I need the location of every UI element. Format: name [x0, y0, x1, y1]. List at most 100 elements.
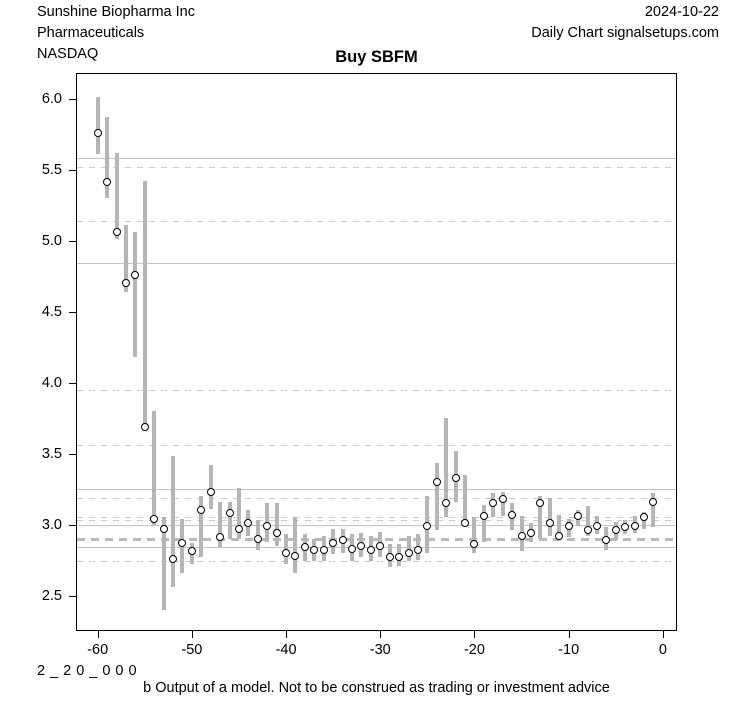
close-marker	[112, 228, 121, 237]
price-range-bar	[95, 97, 100, 154]
y-axis-tick	[69, 169, 76, 171]
close-marker	[93, 128, 102, 137]
x-axis-tick	[286, 631, 288, 638]
close-marker	[272, 529, 281, 538]
level-line-dashed	[77, 445, 676, 446]
close-marker	[517, 531, 526, 540]
price-range-bar	[208, 464, 213, 509]
level-line-dashed	[77, 166, 676, 168]
close-marker	[159, 524, 168, 533]
y-axis-tick	[69, 311, 76, 313]
x-axis-tick	[474, 631, 476, 638]
close-marker	[385, 553, 394, 562]
x-axis-tick	[97, 631, 99, 638]
level-line-dashed	[77, 389, 676, 391]
x-axis-tick-label: 0	[658, 642, 667, 658]
y-axis-tick-label: 3.5	[41, 445, 62, 462]
chart-source: Daily Chart signalsetups.com	[531, 25, 719, 41]
close-marker	[244, 519, 253, 528]
close-marker	[423, 521, 432, 530]
x-axis-tick-label: -20	[463, 642, 485, 658]
level-line-dashed	[77, 517, 676, 519]
close-marker	[282, 548, 291, 557]
price-range-bar	[227, 501, 232, 539]
close-marker	[649, 497, 658, 506]
x-axis-tick	[191, 631, 193, 638]
y-axis-tick	[69, 98, 76, 100]
level-line-solid	[77, 524, 676, 526]
close-marker	[602, 536, 611, 545]
close-marker	[592, 521, 601, 530]
footer-disclaimer: b Output of a model. Not to be construed…	[143, 680, 610, 696]
close-marker	[413, 546, 422, 555]
close-marker	[583, 526, 592, 535]
level-line-dashed	[77, 220, 676, 222]
x-axis-tick	[662, 631, 664, 638]
chart-date: 2024-10-22	[644, 4, 719, 20]
header-left: Sunshine Biopharma Inc Pharmaceuticals N…	[37, 2, 195, 65]
price-range-bar	[171, 456, 176, 587]
price-range-bar	[547, 497, 552, 536]
close-marker	[197, 506, 206, 515]
y-axis-tick	[69, 382, 76, 384]
close-marker	[169, 554, 178, 563]
close-marker	[630, 521, 639, 530]
y-axis-tick-label: 3.0	[41, 516, 62, 533]
y-axis-tick	[69, 595, 76, 597]
x-axis-tick-label: -40	[275, 642, 297, 658]
price-range-bar	[463, 474, 468, 525]
close-marker	[395, 553, 404, 562]
price-range-bar	[199, 496, 204, 558]
close-marker	[225, 509, 234, 518]
x-axis-tick-label: -60	[87, 642, 109, 658]
close-marker	[470, 540, 479, 549]
y-axis-tick-label: 4.0	[41, 374, 62, 391]
close-marker	[319, 546, 328, 555]
close-marker	[263, 521, 272, 530]
y-axis-tick-label: 5.5	[41, 161, 62, 178]
close-marker	[404, 548, 413, 557]
close-marker	[253, 534, 262, 543]
plot-area	[76, 73, 677, 631]
close-marker	[300, 543, 309, 552]
close-marker	[498, 494, 507, 503]
company-name: Sunshine Biopharma Inc	[37, 4, 195, 20]
price-range-bar	[293, 517, 298, 573]
price-range-bar	[538, 496, 543, 539]
close-marker	[338, 536, 347, 545]
price-range-bar	[114, 152, 119, 240]
price-range-bar	[444, 418, 449, 518]
y-axis-tick-label: 4.5	[41, 303, 62, 320]
close-marker	[574, 511, 583, 520]
y-axis-tick	[69, 240, 76, 242]
x-axis-tick	[380, 631, 382, 638]
level-line-thick-dashed	[77, 537, 676, 541]
close-marker	[432, 477, 441, 486]
footer-model-code: 2_20_000	[37, 663, 142, 679]
close-marker	[489, 499, 498, 508]
y-axis-tick-label: 5.0	[41, 232, 62, 249]
y-axis-tick-label: 2.5	[41, 587, 62, 604]
close-marker	[479, 511, 488, 520]
company-exchange: NASDAQ	[37, 46, 99, 62]
close-marker	[461, 519, 470, 528]
close-marker	[508, 510, 517, 519]
level-line-solid	[77, 263, 676, 265]
price-range-bar	[472, 517, 477, 553]
close-marker	[451, 473, 460, 482]
close-marker	[366, 546, 375, 555]
price-range-bar	[142, 180, 147, 431]
close-marker	[442, 499, 451, 508]
close-marker	[611, 526, 620, 535]
close-marker	[555, 531, 564, 540]
close-marker	[121, 279, 130, 288]
price-range-bar	[500, 491, 505, 516]
price-range-bar	[481, 504, 486, 542]
price-range-bar	[406, 535, 411, 562]
close-marker	[291, 551, 300, 560]
close-marker	[178, 538, 187, 547]
level-line-dashed	[77, 561, 676, 563]
close-marker	[357, 541, 366, 550]
price-range-bar	[274, 503, 279, 546]
x-axis-tick-label: -50	[181, 642, 203, 658]
